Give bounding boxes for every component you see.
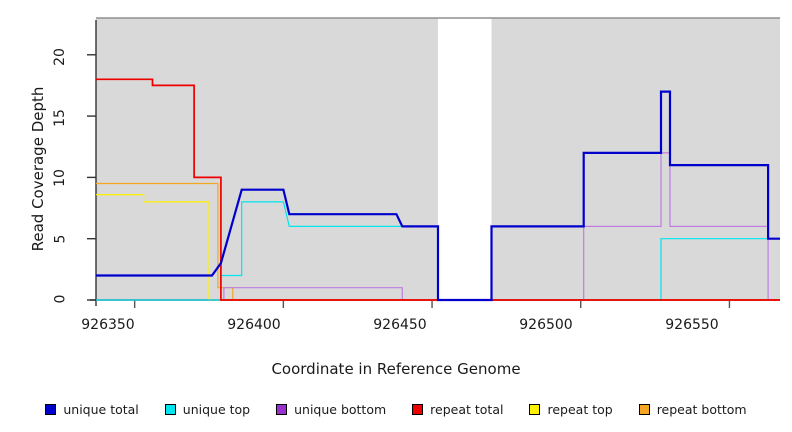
legend-swatch-icon <box>276 403 288 415</box>
legend-label: unique top <box>182 401 251 417</box>
x-tick-label-926500: 926500 <box>519 317 573 333</box>
series-line-repeat-total <box>96 78 780 301</box>
legend-item-unique-bottom[interactable]: unique bottom <box>276 402 386 417</box>
legend-swatch-icon <box>412 403 424 415</box>
y-tick-label-10: 10 <box>51 169 68 187</box>
legend-swatch-icon <box>529 403 541 415</box>
series-line-unique-bottom <box>96 152 780 301</box>
legend-item-unique-top[interactable]: unique top <box>164 401 251 417</box>
x-tick-label-926450: 926450 <box>373 317 427 333</box>
legend-label: repeat top <box>547 401 613 417</box>
legend-label: unique total <box>63 401 139 417</box>
y-tick-label-15: 15 <box>51 109 68 127</box>
legend-item-unique-total[interactable]: unique total <box>45 401 139 417</box>
legend-item-repeat-total[interactable]: repeat total <box>412 402 503 417</box>
legend-label: repeat total <box>430 401 504 417</box>
x-tick-label-926400: 926400 <box>227 317 281 333</box>
x-tick-label-926550: 926550 <box>665 317 719 333</box>
y-tick-label-20: 20 <box>51 48 68 66</box>
legend-swatch-icon <box>45 403 57 415</box>
legend-label: unique bottom <box>294 401 387 417</box>
y-tick-label-5: 5 <box>51 234 68 244</box>
legend-item-repeat-bottom[interactable]: repeat bottom <box>638 401 747 417</box>
legend-label: repeat bottom <box>656 401 747 417</box>
series-line-unique-total <box>96 90 780 302</box>
no-coverage-gap-band <box>438 18 492 300</box>
chart-legend: unique total unique top unique bottom repea… <box>0 398 792 420</box>
x-axis-title: Coordinate in Reference Genome <box>271 360 521 378</box>
legend-swatch-icon <box>638 403 650 415</box>
legend-swatch-icon <box>164 403 176 415</box>
y-tick-label-0: 0 <box>51 294 68 304</box>
legend-item-repeat-top[interactable]: repeat top <box>529 401 613 417</box>
x-tick-label-926350: 926350 <box>81 317 135 333</box>
